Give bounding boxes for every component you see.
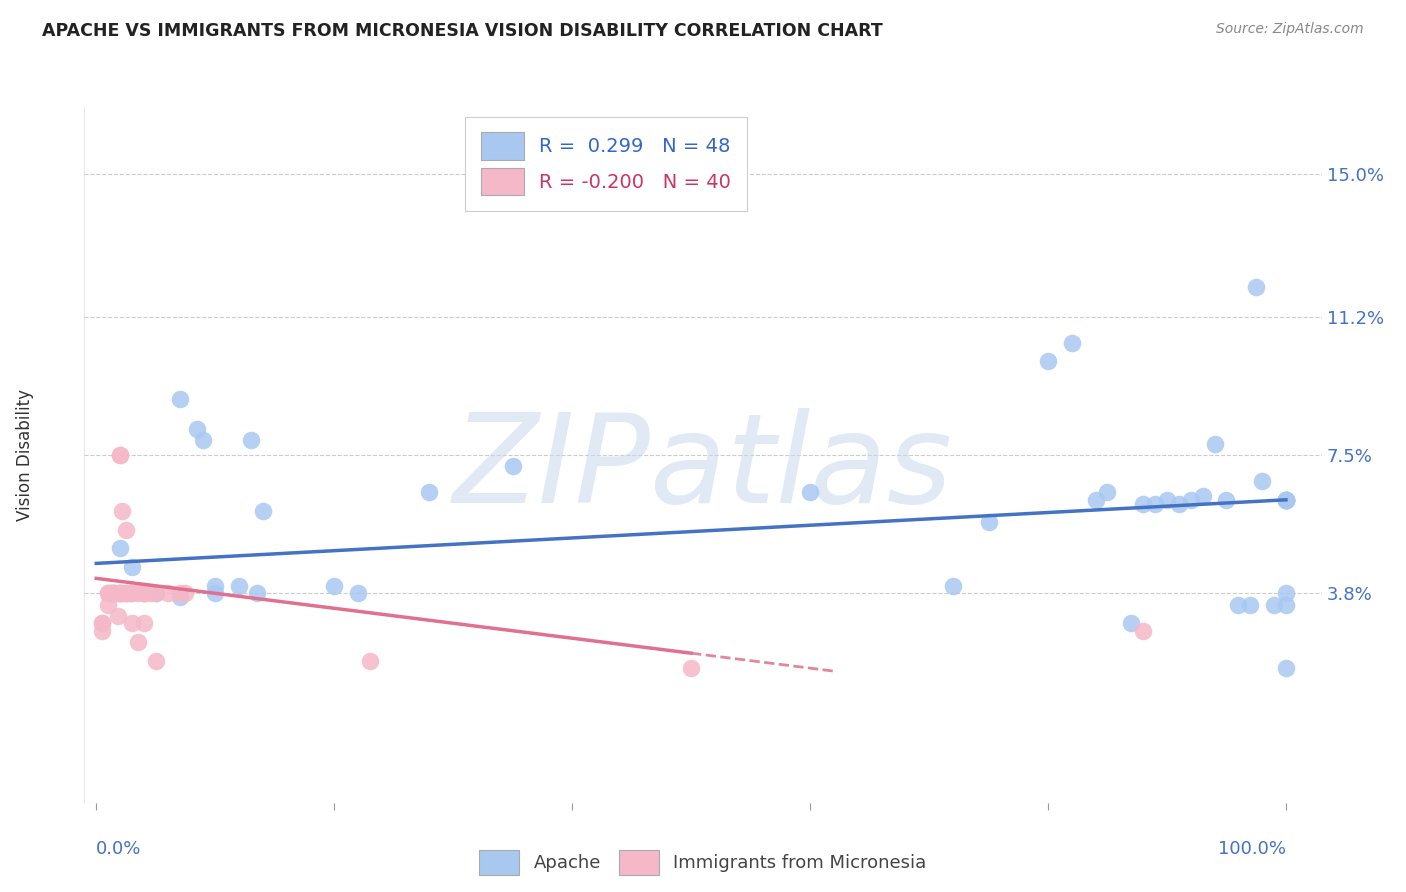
Point bbox=[1275, 598, 1298, 612]
Point bbox=[347, 586, 370, 600]
Point bbox=[132, 586, 155, 600]
Point bbox=[1275, 492, 1298, 507]
Point bbox=[1275, 492, 1298, 507]
Point bbox=[115, 586, 138, 600]
Point bbox=[115, 586, 138, 600]
Point bbox=[108, 586, 131, 600]
Point bbox=[186, 422, 208, 436]
Point bbox=[111, 586, 134, 600]
Point bbox=[1084, 492, 1107, 507]
Point bbox=[204, 586, 226, 600]
Point bbox=[1132, 624, 1154, 638]
Point bbox=[1275, 586, 1298, 600]
Point bbox=[1180, 492, 1202, 507]
Point bbox=[121, 560, 143, 574]
Point bbox=[1275, 492, 1298, 507]
Point bbox=[100, 586, 122, 600]
Point bbox=[681, 661, 703, 675]
Point bbox=[139, 586, 162, 600]
Point bbox=[323, 579, 346, 593]
Point bbox=[1275, 492, 1298, 507]
Point bbox=[418, 485, 440, 500]
Point bbox=[228, 579, 250, 593]
Point bbox=[1227, 598, 1250, 612]
Text: Vision Disability: Vision Disability bbox=[15, 389, 34, 521]
Point bbox=[502, 459, 524, 474]
Point bbox=[1060, 335, 1083, 350]
Legend: Apache, Immigrants from Micronesia: Apache, Immigrants from Micronesia bbox=[471, 840, 935, 884]
Point bbox=[103, 586, 125, 600]
Point bbox=[1121, 616, 1143, 631]
Point bbox=[108, 448, 131, 462]
Point bbox=[145, 654, 167, 668]
Point bbox=[1132, 497, 1154, 511]
Point bbox=[169, 586, 191, 600]
Point bbox=[1275, 661, 1298, 675]
Point bbox=[1191, 489, 1213, 503]
Point bbox=[107, 608, 129, 623]
Point bbox=[1144, 497, 1167, 511]
Text: ZIPatlas: ZIPatlas bbox=[453, 409, 953, 529]
Point bbox=[121, 616, 143, 631]
Point bbox=[127, 635, 149, 649]
Point bbox=[100, 586, 122, 600]
Point bbox=[132, 616, 155, 631]
Point bbox=[977, 515, 1000, 529]
Point bbox=[1275, 492, 1298, 507]
Point bbox=[97, 586, 120, 600]
Point bbox=[97, 598, 120, 612]
Point bbox=[91, 616, 114, 631]
Point bbox=[1263, 598, 1285, 612]
Point bbox=[799, 485, 821, 500]
Point bbox=[174, 586, 197, 600]
Point bbox=[1204, 436, 1226, 450]
Point bbox=[132, 586, 155, 600]
Point bbox=[97, 586, 120, 600]
Point bbox=[252, 504, 274, 518]
Point bbox=[118, 586, 141, 600]
Point bbox=[108, 586, 131, 600]
Point bbox=[1156, 492, 1178, 507]
Point bbox=[103, 586, 125, 600]
Point bbox=[145, 586, 167, 600]
Point bbox=[1167, 497, 1189, 511]
Text: Source: ZipAtlas.com: Source: ZipAtlas.com bbox=[1216, 22, 1364, 37]
Point bbox=[359, 654, 381, 668]
Text: APACHE VS IMMIGRANTS FROM MICRONESIA VISION DISABILITY CORRELATION CHART: APACHE VS IMMIGRANTS FROM MICRONESIA VIS… bbox=[42, 22, 883, 40]
Point bbox=[108, 541, 131, 556]
Text: 0.0%: 0.0% bbox=[96, 840, 142, 858]
Point bbox=[1244, 279, 1267, 293]
Point bbox=[169, 590, 191, 604]
Point bbox=[1239, 598, 1261, 612]
Point bbox=[1215, 492, 1237, 507]
Point bbox=[132, 586, 155, 600]
Point bbox=[118, 586, 141, 600]
Text: 100.0%: 100.0% bbox=[1218, 840, 1286, 858]
Point bbox=[145, 586, 167, 600]
Point bbox=[1275, 492, 1298, 507]
Point bbox=[156, 586, 179, 600]
Point bbox=[108, 448, 131, 462]
Point bbox=[193, 433, 215, 447]
Point bbox=[1251, 474, 1274, 488]
Point bbox=[1036, 354, 1059, 368]
Point bbox=[91, 616, 114, 631]
Point bbox=[246, 586, 269, 600]
Point bbox=[100, 586, 122, 600]
Point bbox=[1097, 485, 1119, 500]
Point bbox=[121, 586, 143, 600]
Point bbox=[107, 586, 129, 600]
Point bbox=[111, 504, 134, 518]
Point bbox=[91, 624, 114, 638]
Point bbox=[115, 523, 138, 537]
Point bbox=[204, 579, 226, 593]
Point bbox=[239, 433, 262, 447]
Point bbox=[169, 392, 191, 406]
Point bbox=[127, 586, 149, 600]
Point bbox=[942, 579, 965, 593]
